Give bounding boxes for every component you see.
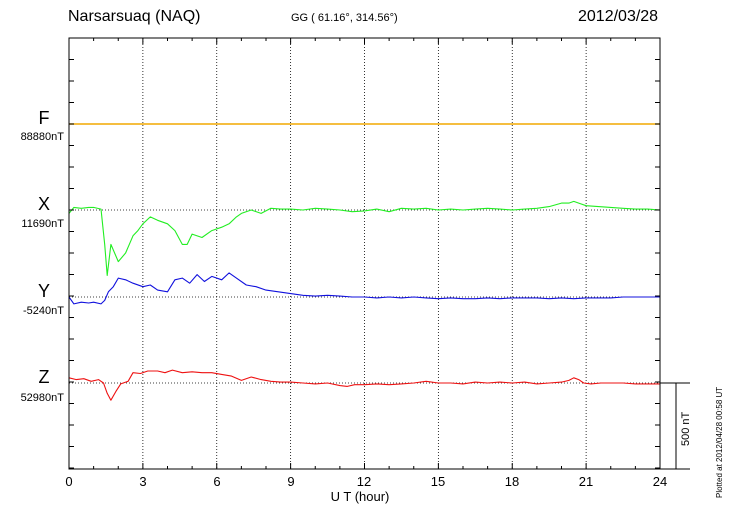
plot-frame <box>68 37 661 470</box>
station-title: Narsarsuaq (NAQ) <box>68 8 201 25</box>
label-z: Z <box>38 367 50 387</box>
x-tick-label: 18 <box>504 474 520 489</box>
x-tick-label: 9 <box>287 474 295 489</box>
x-tick-label: 12 <box>356 474 372 489</box>
x-axis-label: U T (hour) <box>330 489 390 504</box>
label-f: F <box>38 108 50 128</box>
x-tick-label: 6 <box>213 474 221 489</box>
baseline-y: -5240nT <box>23 305 64 317</box>
baseline-z: 52980nT <box>20 392 64 404</box>
x-tick-label: 24 <box>652 474 668 489</box>
scale-bar-label: 500 nT <box>680 411 692 446</box>
baseline-x: 11690nT <box>21 218 64 230</box>
x-tick-label: 3 <box>139 474 147 489</box>
label-x: X <box>37 194 50 214</box>
station-coordinates: GG ( 61.16°, 314.56°) <box>291 12 398 24</box>
series-z-line <box>68 369 660 401</box>
x-tick-label: 0 <box>65 474 73 489</box>
series-lines <box>68 123 661 401</box>
label-y: Y <box>37 281 50 301</box>
date-label: 2012/03/28 <box>578 8 659 25</box>
series-x-line <box>68 200 661 276</box>
x-tick-label: 21 <box>578 474 594 489</box>
plotted-timestamp: Plotted at 2012/04/28 00:58 UT <box>715 386 724 498</box>
series-y-line <box>68 272 660 305</box>
x-tick-label: 15 <box>430 474 446 489</box>
baseline-f: 88880nT <box>20 131 64 143</box>
scale-bar <box>660 382 690 470</box>
grid-lines <box>142 38 587 469</box>
